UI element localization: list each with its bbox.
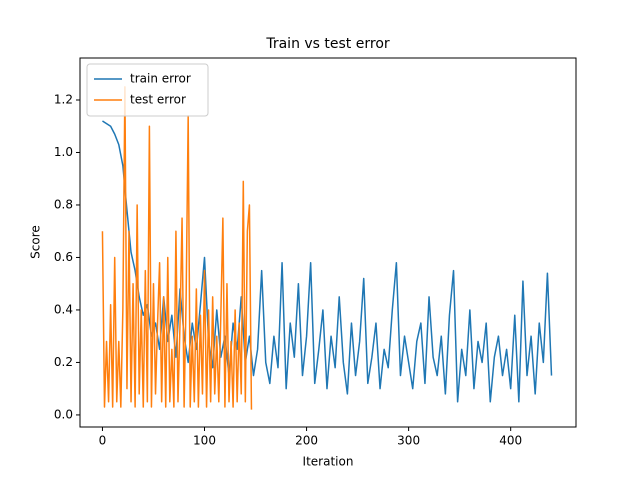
y-tick-label: 0.2 (54, 355, 73, 369)
legend: train error test error (86, 63, 209, 117)
y-tick-label: 0.4 (54, 302, 73, 316)
plot-frame (79, 57, 577, 428)
y-axis-label: Score (29, 225, 43, 259)
chart-title: Train vs test error (265, 36, 390, 52)
y-tick-label: 0.0 (54, 407, 73, 421)
legend-box (86, 63, 209, 117)
x-tick-label: 200 (295, 434, 318, 448)
x-tick-label: 100 (193, 434, 216, 448)
x-tick-label: 300 (397, 434, 420, 448)
y-tick-label: 1.2 (54, 92, 73, 106)
legend-label: train error (130, 72, 191, 86)
x-tick-label: 400 (499, 434, 522, 448)
y-tick-label: 1.0 (54, 145, 73, 159)
y-tick-label: 0.6 (54, 250, 73, 264)
x-tick-label: 0 (99, 434, 107, 448)
y-tick-label: 0.8 (54, 197, 73, 211)
x-axis-label: Iteration (303, 455, 354, 469)
data-line (101, 86, 253, 410)
legend-label: test error (130, 93, 186, 107)
